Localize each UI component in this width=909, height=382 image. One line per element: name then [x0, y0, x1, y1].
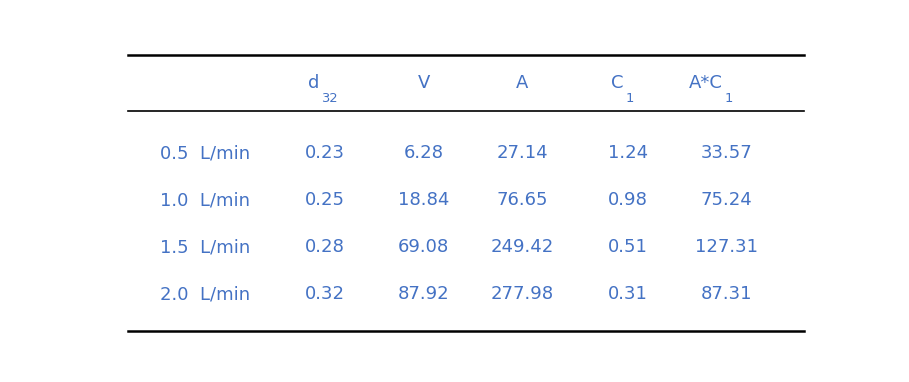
Text: 18.84: 18.84 [398, 191, 449, 209]
Text: 0.5  L/min: 0.5 L/min [160, 144, 250, 162]
Text: 127.31: 127.31 [695, 238, 758, 256]
Text: 249.42: 249.42 [491, 238, 554, 256]
Text: 1.5  L/min: 1.5 L/min [160, 238, 250, 256]
Text: 0.98: 0.98 [608, 191, 648, 209]
Text: 32: 32 [322, 92, 338, 105]
Text: 87.92: 87.92 [398, 285, 449, 303]
Text: 87.31: 87.31 [701, 285, 753, 303]
Text: 0.28: 0.28 [305, 238, 345, 256]
Text: 0.51: 0.51 [608, 238, 648, 256]
Text: 1: 1 [724, 92, 733, 105]
Text: 0.31: 0.31 [608, 285, 648, 303]
Text: 1: 1 [625, 92, 634, 105]
Text: 75.24: 75.24 [701, 191, 753, 209]
Text: 2.0  L/min: 2.0 L/min [160, 285, 250, 303]
Text: 6.28: 6.28 [404, 144, 444, 162]
Text: A: A [516, 74, 528, 92]
Text: 69.08: 69.08 [398, 238, 449, 256]
Text: 0.23: 0.23 [305, 144, 345, 162]
Text: 76.65: 76.65 [496, 191, 548, 209]
Text: V: V [417, 74, 430, 92]
Text: 27.14: 27.14 [496, 144, 548, 162]
Text: d: d [308, 74, 319, 92]
Text: 0.32: 0.32 [305, 285, 345, 303]
Text: C: C [611, 74, 624, 92]
Text: 33.57: 33.57 [701, 144, 753, 162]
Text: 277.98: 277.98 [491, 285, 554, 303]
Text: A*C: A*C [689, 74, 723, 92]
Text: 1.24: 1.24 [608, 144, 648, 162]
Text: 1.0  L/min: 1.0 L/min [160, 191, 250, 209]
Text: 0.25: 0.25 [305, 191, 345, 209]
